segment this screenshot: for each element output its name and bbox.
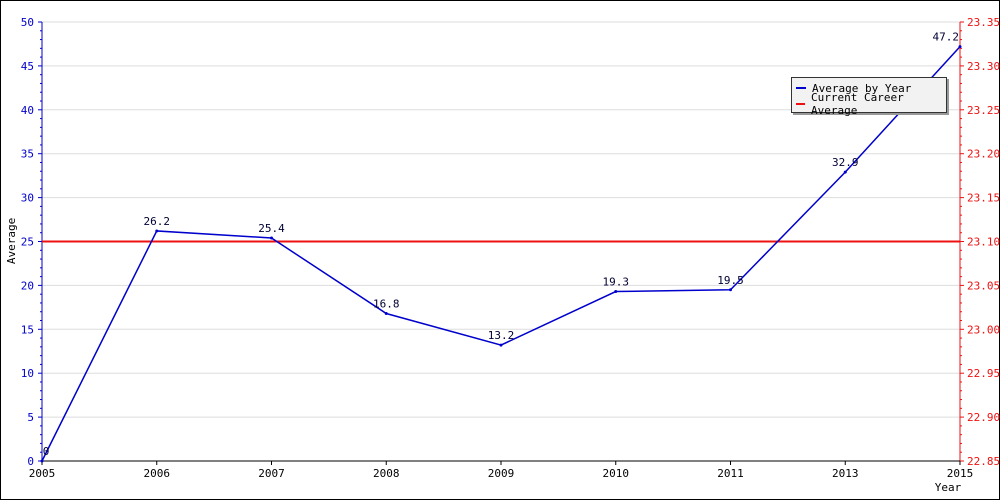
y-tick-label-left-1: 5 <box>27 411 34 424</box>
x-tick-label-2: 2007 <box>258 467 285 480</box>
y-tick-label-left-8: 40 <box>21 104 34 117</box>
data-point-2008 <box>384 311 388 315</box>
data-label-2015: 47.2 <box>933 31 960 44</box>
x-tick-label-5: 2010 <box>603 467 630 480</box>
data-point-2009 <box>499 343 503 347</box>
y-axis-label: Average <box>5 218 18 264</box>
data-point-2007 <box>270 236 273 240</box>
y-tick-label-left-10: 50 <box>21 16 34 29</box>
legend-swatch-average-by-year <box>796 87 806 89</box>
legend-item-current-career-average: Current Career Average <box>796 91 942 117</box>
data-point-2010 <box>614 290 618 294</box>
x-tick-label-8: 2015 <box>947 467 974 480</box>
x-tick-label-1: 2006 <box>144 467 171 480</box>
x-tick-label-0: 2005 <box>29 467 56 480</box>
data-label-2006: 26.2 <box>144 215 171 228</box>
y-tick-label-left-2: 10 <box>21 367 34 380</box>
data-label-2013: 32.9 <box>832 156 859 169</box>
x-tick-label-6: 2011 <box>717 467 744 480</box>
x-tick-label-4: 2009 <box>488 467 515 480</box>
legend-swatch-current-career-average <box>796 103 805 105</box>
legend-label-current-career-average: Current Career Average <box>810 91 904 117</box>
data-point-2013 <box>843 170 847 174</box>
data-label-2010: 19.3 <box>603 276 630 289</box>
y-tick-label-right-10: 23.35 <box>967 16 1000 29</box>
y-tick-label-left-5: 25 <box>21 236 34 249</box>
data-point-2006 <box>155 229 159 233</box>
data-label-2007: 25.4 <box>258 222 285 235</box>
data-point-2011 <box>729 288 732 292</box>
y-tick-label-left-4: 20 <box>21 279 34 292</box>
y-tick-label-left-3: 15 <box>21 323 34 336</box>
y-tick-label-right-6: 23.15 <box>967 192 1000 205</box>
legend-item-average-by-year: Average by Year <box>796 80 942 96</box>
y-tick-label-right-3: 23.00 <box>967 323 1000 336</box>
x-tick-label-3: 2008 <box>373 467 400 480</box>
y-tick-label-right-0: 22.85 <box>967 455 1000 468</box>
legend: Average by Year Current Career Average <box>791 77 947 117</box>
data-label-2011: 19.5 <box>717 274 744 287</box>
y-tick-label-left-6: 30 <box>21 192 34 205</box>
y-tick-label-right-5: 23.10 <box>967 236 1000 249</box>
data-point-2015 <box>958 45 962 49</box>
data-label-2005: 0 <box>43 445 50 458</box>
y-tick-label-right-9: 23.30 <box>967 60 1000 73</box>
data-label-2008: 16.8 <box>373 297 400 310</box>
x-tick-label-7: 2013 <box>832 467 859 480</box>
y-tick-label-right-4: 23.05 <box>967 279 1000 292</box>
y-tick-label-left-7: 35 <box>21 148 34 161</box>
legend-label-average-by-year: Average by Year <box>812 81 912 95</box>
y-tick-label-left-9: 45 <box>21 60 34 73</box>
y-tick-label-right-2: 22.95 <box>967 367 1000 380</box>
y-tick-label-right-8: 23.25 <box>967 104 1000 117</box>
y-tick-label-right-1: 22.90 <box>967 411 1000 424</box>
data-label-2009: 13.2 <box>488 329 515 342</box>
data-point-2005 <box>40 459 44 463</box>
y-tick-label-left-0: 0 <box>27 455 34 468</box>
x-axis-label: Year <box>935 481 962 494</box>
y-tick-label-right-7: 23.20 <box>967 148 1000 161</box>
